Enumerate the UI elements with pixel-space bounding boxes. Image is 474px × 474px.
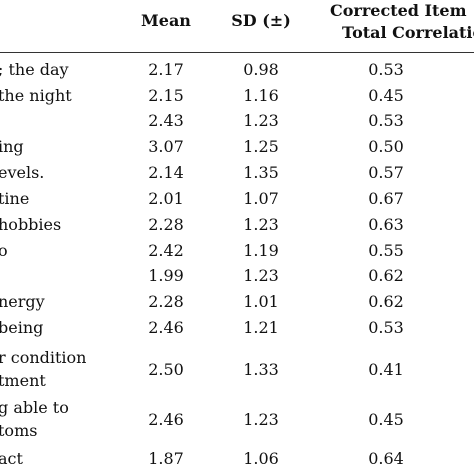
mean-value: 2.50 <box>148 360 184 379</box>
sd-value: 1.35 <box>243 163 279 182</box>
mean-value: 2.15 <box>148 86 184 105</box>
sd-value: 1.33 <box>243 360 279 379</box>
sd-value: 1.07 <box>243 189 279 208</box>
sd-value: 1.06 <box>243 449 279 468</box>
mean-value: 1.87 <box>148 449 184 468</box>
item-label-line: hobbies <box>0 215 62 234</box>
header-cit-line1: Corrected Item <box>330 1 467 20</box>
item-label-line: act <box>0 449 23 468</box>
item-label-line: ; the day <box>0 60 69 79</box>
sd-value: 1.25 <box>243 137 279 156</box>
sd-value: 1.16 <box>243 86 279 105</box>
sd-value: 1.23 <box>243 410 279 429</box>
header-sd: SD (±) <box>231 11 291 30</box>
item-label: act <box>0 447 128 470</box>
mean-value: 2.28 <box>148 215 184 234</box>
item-label-line: toms <box>0 421 38 440</box>
cit-value: 0.45 <box>368 86 404 105</box>
cit-value: 0.57 <box>368 163 404 182</box>
item-label: being <box>0 316 128 339</box>
cit-value: 0.64 <box>368 449 404 468</box>
header-cit-line2: Total Correlation <box>342 23 474 42</box>
sd-value: 1.23 <box>243 266 279 285</box>
mean-value: 2.17 <box>148 60 184 79</box>
item-label-line: the night <box>0 86 72 105</box>
cit-value: 0.53 <box>368 60 404 79</box>
table-header: Mean SD (±) Corrected Item Total Correla… <box>0 0 474 44</box>
item-label-line: being <box>0 318 44 337</box>
cit-value: 0.50 <box>368 137 404 156</box>
item-label: tine <box>0 187 128 210</box>
item-label-line: o <box>0 241 8 260</box>
item-label-line: tment <box>0 371 46 390</box>
item-label-line: evels. <box>0 163 45 182</box>
item-label: nergy <box>0 290 128 313</box>
cit-value: 0.62 <box>368 266 404 285</box>
item-label-line: tine <box>0 189 30 208</box>
sd-value: 1.21 <box>243 318 279 337</box>
sd-value: 0.98 <box>243 60 279 79</box>
header-corrected-item-total-correlation: Corrected Item Total Correlation <box>330 0 474 44</box>
mean-value: 2.42 <box>148 241 184 260</box>
mean-value: 2.28 <box>148 292 184 311</box>
mean-value: 1.99 <box>148 266 184 285</box>
header-mean: Mean <box>141 11 191 30</box>
cit-value: 0.41 <box>368 360 404 379</box>
item-label-line: g able to <box>0 398 69 417</box>
cit-value: 0.53 <box>368 318 404 337</box>
cit-value: 0.67 <box>368 189 404 208</box>
sd-value: 1.23 <box>243 215 279 234</box>
mean-value: 2.46 <box>148 410 184 429</box>
mean-value: 2.01 <box>148 189 184 208</box>
mean-value: 3.07 <box>148 137 184 156</box>
item-label-line: nergy <box>0 292 45 311</box>
item-label-line: ing <box>0 137 24 156</box>
item-label: o <box>0 239 128 262</box>
sd-value: 1.23 <box>243 111 279 130</box>
cit-value: 0.55 <box>368 241 404 260</box>
sd-value: 1.19 <box>243 241 279 260</box>
item-label: evels. <box>0 161 128 184</box>
cit-value: 0.53 <box>368 111 404 130</box>
item-label-line: r condition <box>0 348 87 367</box>
item-label: hobbies <box>0 213 128 236</box>
mean-value: 2.14 <box>148 163 184 182</box>
item-label: the night <box>0 84 128 107</box>
item-label: g able to toms <box>0 396 128 442</box>
sd-value: 1.01 <box>243 292 279 311</box>
mean-value: 2.46 <box>148 318 184 337</box>
item-label: r condition tment <box>0 346 128 392</box>
cit-value: 0.62 <box>368 292 404 311</box>
mean-value: 2.43 <box>148 111 184 130</box>
header-rule <box>0 52 474 53</box>
item-label: ing <box>0 135 128 158</box>
cit-value: 0.45 <box>368 410 404 429</box>
cit-value: 0.63 <box>368 215 404 234</box>
item-label: ; the day <box>0 58 128 81</box>
